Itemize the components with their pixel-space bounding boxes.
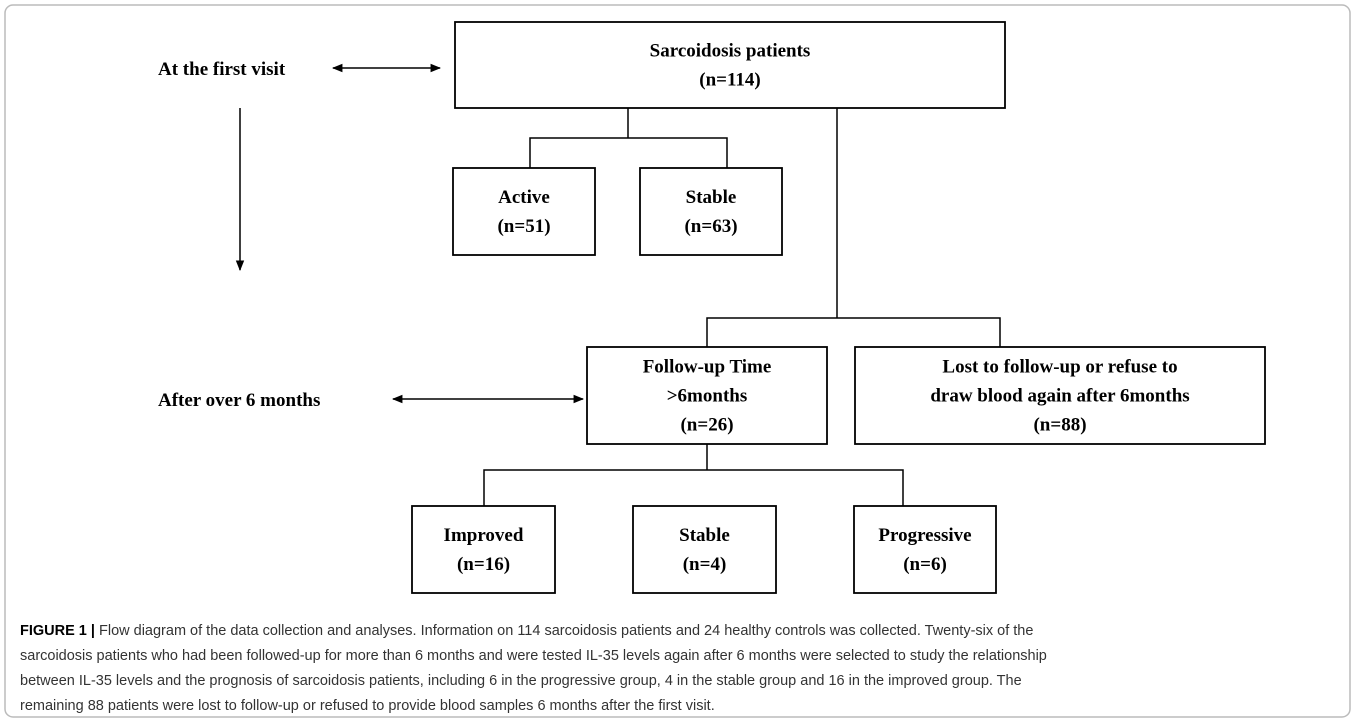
figure-frame [4, 4, 1351, 718]
node-label: >6months [667, 386, 748, 407]
node-label: Lost to follow-up or refuse to [942, 357, 1177, 378]
node-box [411, 505, 556, 594]
node-label: Stable [686, 187, 737, 208]
connector [529, 108, 728, 168]
node-box [586, 346, 828, 445]
caption-line: sarcoidosis patients who had been follow… [20, 648, 1047, 664]
node-box [452, 167, 596, 256]
node-box [853, 505, 997, 594]
node-label: Sarcoidosis patients [650, 41, 811, 62]
node-label: (n=26) [680, 415, 733, 436]
node-label: Stable [679, 525, 730, 546]
node-label: (n=4) [683, 554, 727, 575]
node-box [454, 21, 1006, 109]
side-label: At the first visit [158, 59, 286, 80]
connector [706, 108, 1001, 347]
node-label: Progressive [878, 525, 971, 546]
node-label: (n=63) [684, 216, 737, 237]
node-label: Improved [444, 525, 524, 546]
nodes: Sarcoidosis patients (n=114) Active (n=51) S… [411, 21, 1266, 594]
side-label: After over 6 months [158, 390, 320, 411]
node-box [632, 505, 777, 594]
node-label: (n=6) [903, 554, 947, 575]
node-label: (n=51) [497, 216, 550, 237]
caption-line: FIGURE 1 | Flow diagram of the data coll… [20, 623, 1033, 639]
node-box [639, 167, 783, 256]
node-label: Active [498, 187, 550, 208]
node-label: draw blood again after 6months [930, 386, 1189, 407]
connectors [235, 63, 1001, 506]
caption-line: remaining 88 patients were lost to follo… [20, 698, 715, 714]
caption-line: between IL-35 levels and the prognosis o… [20, 673, 1022, 689]
node-label: Follow-up Time [643, 357, 772, 378]
connector [483, 444, 904, 506]
caption-text: Flow diagram of the data collection and … [95, 623, 1033, 639]
node-label: (n=88) [1033, 415, 1086, 436]
caption-label: FIGURE 1 | [20, 623, 95, 639]
node-label: (n=16) [457, 554, 510, 575]
node-box [854, 346, 1266, 445]
node-label: (n=114) [699, 70, 761, 91]
